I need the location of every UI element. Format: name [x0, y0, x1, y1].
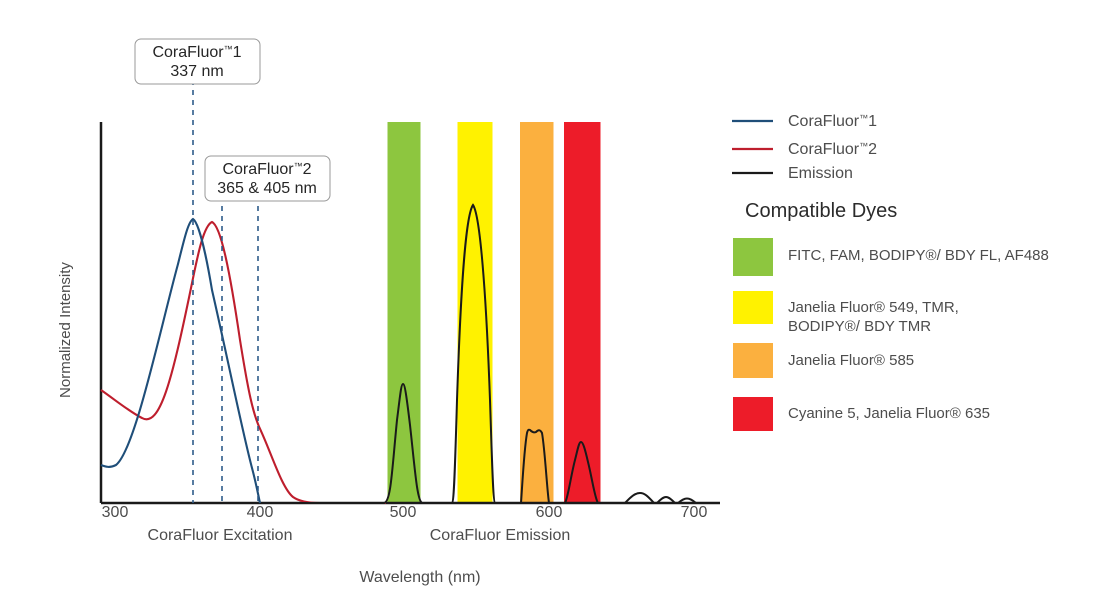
svg-text:Emission: Emission — [788, 165, 853, 182]
svg-text:337 nm: 337 nm — [170, 63, 223, 80]
svg-text:CoraFluor Emission: CoraFluor Emission — [430, 527, 570, 544]
svg-text:Wavelength (nm): Wavelength (nm) — [359, 569, 480, 586]
svg-text:CoraFluor Excitation: CoraFluor Excitation — [148, 527, 293, 544]
svg-text:Janelia Fluor® 585: Janelia Fluor® 585 — [788, 352, 914, 369]
svg-text:Normalized Intensity: Normalized Intensity — [57, 262, 74, 398]
svg-text:500: 500 — [390, 504, 417, 521]
svg-text:FITC, FAM, BODIPY®/ BDY FL, AF: FITC, FAM, BODIPY®/ BDY FL, AF488 — [788, 247, 1049, 264]
svg-text:700: 700 — [681, 504, 708, 521]
svg-text:Compatible Dyes: Compatible Dyes — [745, 200, 897, 222]
svg-text:600: 600 — [536, 504, 563, 521]
svg-text:365 & 405 nm: 365 & 405 nm — [217, 180, 317, 197]
svg-text:BODIPY®/ BDY TMR: BODIPY®/ BDY TMR — [788, 318, 931, 335]
svg-text:Cyanine 5, Janelia Fluor® 635: Cyanine 5, Janelia Fluor® 635 — [788, 405, 990, 422]
svg-text:400: 400 — [247, 504, 274, 521]
svg-text:Janelia Fluor® 549, TMR,: Janelia Fluor® 549, TMR, — [788, 299, 959, 316]
svg-text:300: 300 — [102, 504, 129, 521]
